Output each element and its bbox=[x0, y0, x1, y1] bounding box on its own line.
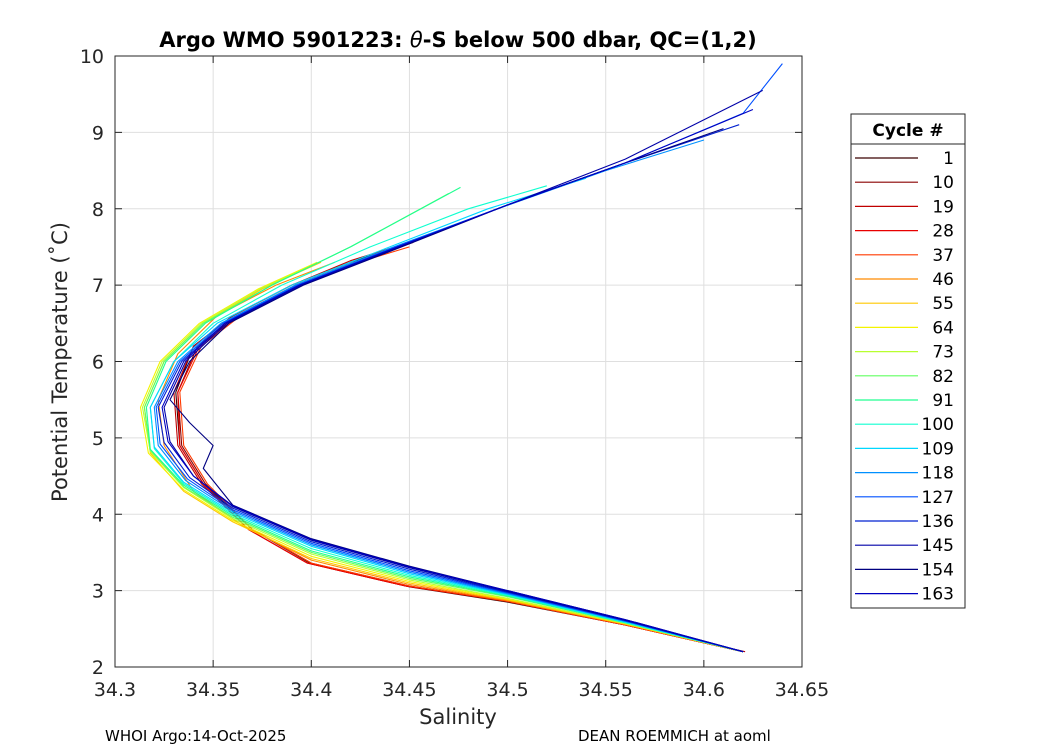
x-tick-label: 34.65 bbox=[775, 679, 829, 701]
legend-label: 163 bbox=[922, 585, 954, 605]
y-tick-label: 2 bbox=[92, 657, 104, 679]
series-line-cycle-73 bbox=[141, 261, 744, 653]
y-tick-label: 7 bbox=[92, 275, 104, 297]
footer-left: WHOI Argo:14-Oct-2025 bbox=[105, 727, 286, 745]
y-tick-label: 6 bbox=[92, 352, 104, 374]
legend-label: 55 bbox=[932, 294, 954, 314]
y-tick-label: 8 bbox=[92, 199, 104, 221]
legend-label: 118 bbox=[922, 464, 954, 484]
legend-box bbox=[850, 113, 966, 609]
series-line-cycle-91 bbox=[145, 186, 744, 653]
legend-label: 136 bbox=[922, 512, 954, 532]
x-tick-labels: 34.3 34.35 34.4 34.45 34.5 34.55 34.6 34.65 bbox=[94, 679, 829, 701]
legend-label: 1 bbox=[943, 149, 954, 169]
series-line-cycle-163 bbox=[161, 108, 754, 653]
series-line-cycle-100 bbox=[149, 185, 744, 653]
y-tick-label: 3 bbox=[92, 581, 104, 603]
x-tick-label: 34.5 bbox=[486, 679, 528, 701]
x-tick-label: 34.35 bbox=[186, 679, 240, 701]
legend-label: 46 bbox=[932, 270, 954, 290]
legend-label: 91 bbox=[932, 391, 954, 411]
x-tick-label: 34.45 bbox=[382, 679, 436, 701]
axis-ticks bbox=[114, 55, 803, 668]
x-tick-label: 34.3 bbox=[94, 679, 136, 701]
legend-label: 64 bbox=[932, 318, 954, 338]
x-axis-label: Salinity bbox=[419, 705, 497, 729]
y-tick-label: 4 bbox=[92, 504, 104, 526]
chart-title: Argo WMO 5901223: θ-S below 500 dbar, QC… bbox=[159, 28, 756, 52]
legend-entries: 1 10 19 28 37 46 55 64 73 82 91 100 109 118 127 136 145 1… bbox=[855, 149, 954, 605]
legend: Cycle # 1 10 19 28 37 46 55 64 73 82 91 100 109 118 12… bbox=[850, 113, 966, 609]
series-line-cycle-109 bbox=[149, 177, 744, 653]
y-tick-label: 5 bbox=[92, 428, 104, 450]
x-tick-label: 34.6 bbox=[683, 679, 725, 701]
legend-label: 19 bbox=[932, 197, 954, 217]
legend-title: Cycle # bbox=[872, 121, 943, 141]
x-tick-label: 34.4 bbox=[290, 679, 332, 701]
legend-label: 109 bbox=[922, 439, 954, 459]
y-tick-label: 9 bbox=[92, 122, 104, 144]
legend-label: 37 bbox=[932, 246, 954, 266]
legend-label: 10 bbox=[932, 173, 954, 193]
y-axis-label: Potential Temperature (˚C) bbox=[48, 222, 72, 502]
legend-label: 73 bbox=[932, 343, 954, 363]
legend-label: 145 bbox=[922, 536, 954, 556]
legend-label: 82 bbox=[932, 367, 954, 387]
legend-label: 154 bbox=[922, 560, 954, 580]
legend-label: 100 bbox=[922, 415, 954, 435]
x-tick-label: 34.55 bbox=[579, 679, 633, 701]
legend-label: 127 bbox=[922, 488, 954, 508]
legend-label: 28 bbox=[932, 222, 954, 242]
footer-right: DEAN ROEMMICH at aoml bbox=[578, 727, 771, 745]
y-tick-labels: 2 3 4 5 6 7 8 9 10 bbox=[80, 46, 104, 679]
y-tick-label: 10 bbox=[80, 46, 104, 68]
series-line-cycle-64 bbox=[139, 261, 744, 653]
series-layer bbox=[139, 63, 783, 653]
